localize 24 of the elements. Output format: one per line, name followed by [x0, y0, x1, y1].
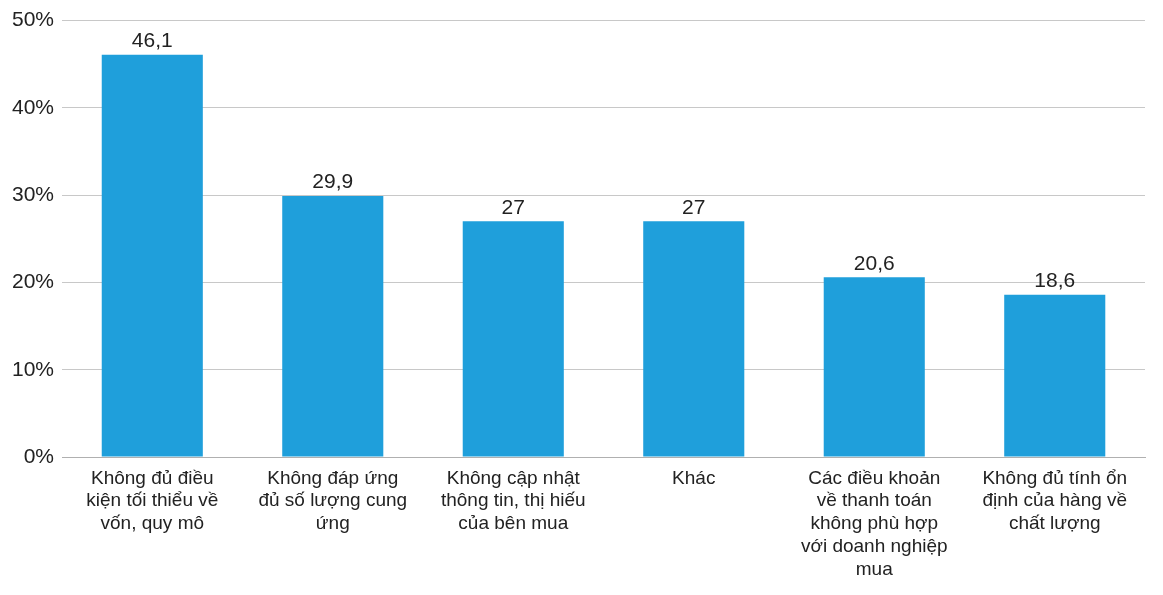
data-label: 27	[682, 194, 706, 218]
y-tick-label: 10%	[12, 356, 55, 380]
bar	[823, 277, 925, 457]
data-label: 27	[501, 194, 525, 218]
x-tick-label: Các điều khoản về thanh toán không phù hợp với doanh nghiệp mua	[800, 466, 948, 579]
x-tick-label: Không đủ điều kiện tối thiểu về vốn, quy mô	[86, 466, 219, 534]
bar	[1004, 294, 1106, 457]
x-tick-label: Khác	[672, 466, 716, 488]
data-label: 29,9	[312, 169, 354, 193]
y-tick-label: 20%	[12, 269, 55, 293]
x-tick-label: Không cập nhật thông tin, thị hiếu của bên mua	[440, 466, 586, 534]
data-label: 20,6	[853, 250, 895, 274]
y-tick-label: 0%	[23, 443, 55, 467]
data-label: 46,1	[131, 27, 173, 51]
y-tick-label: 30%	[12, 181, 55, 205]
bar	[462, 221, 564, 457]
bar	[282, 196, 384, 457]
data-label: 18,6	[1034, 267, 1076, 291]
y-tick-label: 40%	[12, 94, 55, 118]
x-tick-label: Không đáp ứng đủ số lượng cung ứng	[258, 466, 408, 534]
x-tick-label: Không đủ tính ổn định của hàng về chất lượng	[982, 466, 1128, 534]
bar	[643, 221, 745, 457]
y-tick-label: 50%	[12, 7, 55, 31]
bar	[101, 54, 203, 457]
